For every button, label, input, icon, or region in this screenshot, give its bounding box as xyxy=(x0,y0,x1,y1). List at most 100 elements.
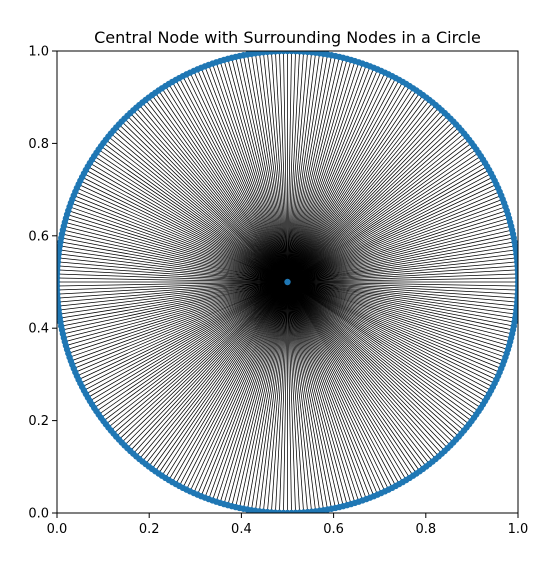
edge-line xyxy=(251,281,288,511)
edge-line xyxy=(165,85,288,283)
y-tick-label: 0.0 xyxy=(28,507,49,522)
edge-line xyxy=(59,249,288,283)
edge-line xyxy=(287,149,477,283)
plot-frame xyxy=(56,50,519,514)
edge-line xyxy=(60,241,288,283)
x-tick-label: 0.0 xyxy=(47,522,68,537)
edge-line xyxy=(57,269,288,283)
edge-line xyxy=(287,97,427,283)
edge-line xyxy=(287,281,494,388)
edge-line xyxy=(57,281,288,303)
edge-line xyxy=(287,281,472,422)
edge-line xyxy=(287,281,503,366)
edge-line xyxy=(287,281,360,502)
edge-line xyxy=(287,51,304,283)
edge-line xyxy=(247,54,288,283)
edge-line xyxy=(287,281,486,402)
edge-line xyxy=(63,281,288,339)
edge-line xyxy=(57,265,288,283)
edge-line xyxy=(259,281,288,512)
edge-line xyxy=(287,225,512,283)
edge-line xyxy=(287,51,300,283)
edge-line xyxy=(200,281,288,497)
edge-line xyxy=(287,281,448,449)
edge-line xyxy=(287,281,352,505)
edge-line xyxy=(193,281,288,494)
edge-line xyxy=(182,281,288,488)
edge-line xyxy=(287,85,410,283)
edge-line xyxy=(168,83,288,283)
central-node xyxy=(284,278,291,286)
edge-line xyxy=(287,281,320,511)
edge-line xyxy=(113,130,288,283)
x-tick-label: 0.4 xyxy=(231,522,252,537)
edge-line xyxy=(287,198,503,283)
edge-line xyxy=(75,191,288,283)
edge-line xyxy=(287,281,518,291)
edge-line xyxy=(287,83,407,283)
edge-line xyxy=(154,281,288,472)
edge-line xyxy=(287,281,457,440)
edge-line xyxy=(212,63,288,283)
edge-line xyxy=(130,281,288,452)
edge-line xyxy=(80,180,288,283)
edge-line xyxy=(287,51,292,283)
edge-line xyxy=(197,69,288,283)
edge-line xyxy=(243,281,288,509)
edge-line xyxy=(85,281,288,395)
edge-line xyxy=(93,155,288,283)
edge-line xyxy=(59,281,288,315)
edge-line xyxy=(287,281,308,513)
edge-line xyxy=(287,88,414,283)
edge-line xyxy=(287,281,515,323)
edge-line xyxy=(287,281,518,295)
x-tick-label: 1.0 xyxy=(508,522,529,537)
edge-line xyxy=(135,107,288,283)
edge-line xyxy=(287,281,518,299)
edge-line xyxy=(231,57,288,283)
edge-line xyxy=(287,281,490,395)
edge-line xyxy=(287,237,514,283)
edge-line xyxy=(148,97,288,283)
edge-line xyxy=(287,281,375,497)
edge-line xyxy=(81,281,288,388)
edge-line xyxy=(58,281,288,307)
edge-line xyxy=(219,281,288,504)
edge-line xyxy=(57,281,288,299)
edge-line xyxy=(61,237,288,283)
edge-line xyxy=(287,281,382,494)
edge-line xyxy=(287,281,499,377)
edge-line xyxy=(275,281,288,513)
edge-line xyxy=(231,281,288,507)
edge-line xyxy=(287,66,371,283)
edge-line xyxy=(287,281,517,307)
edge-line xyxy=(142,281,288,462)
edge-line xyxy=(215,62,288,283)
edge-line xyxy=(197,281,288,495)
edge-line xyxy=(287,281,378,495)
edge-line xyxy=(287,269,518,283)
edge-line xyxy=(287,145,475,283)
edge-line xyxy=(108,136,288,283)
edge-line xyxy=(287,74,389,283)
edge-line xyxy=(287,99,430,283)
edge-line xyxy=(287,281,462,434)
edge-line xyxy=(69,206,288,283)
edge-line xyxy=(287,52,316,283)
edge-line xyxy=(227,281,288,506)
edge-line xyxy=(204,66,288,283)
edge-line xyxy=(239,281,288,509)
edge-line xyxy=(287,281,400,485)
edge-line xyxy=(287,121,454,283)
edge-line xyxy=(59,245,288,283)
edge-line xyxy=(59,281,288,319)
edge-line xyxy=(259,52,288,283)
edge-line xyxy=(75,281,288,373)
edge-line xyxy=(287,281,404,483)
x-tick-label: 0.2 xyxy=(139,522,160,537)
edge-line xyxy=(148,281,288,467)
edge-line xyxy=(287,76,393,283)
edge-line xyxy=(287,281,513,335)
edge-line xyxy=(287,281,445,452)
